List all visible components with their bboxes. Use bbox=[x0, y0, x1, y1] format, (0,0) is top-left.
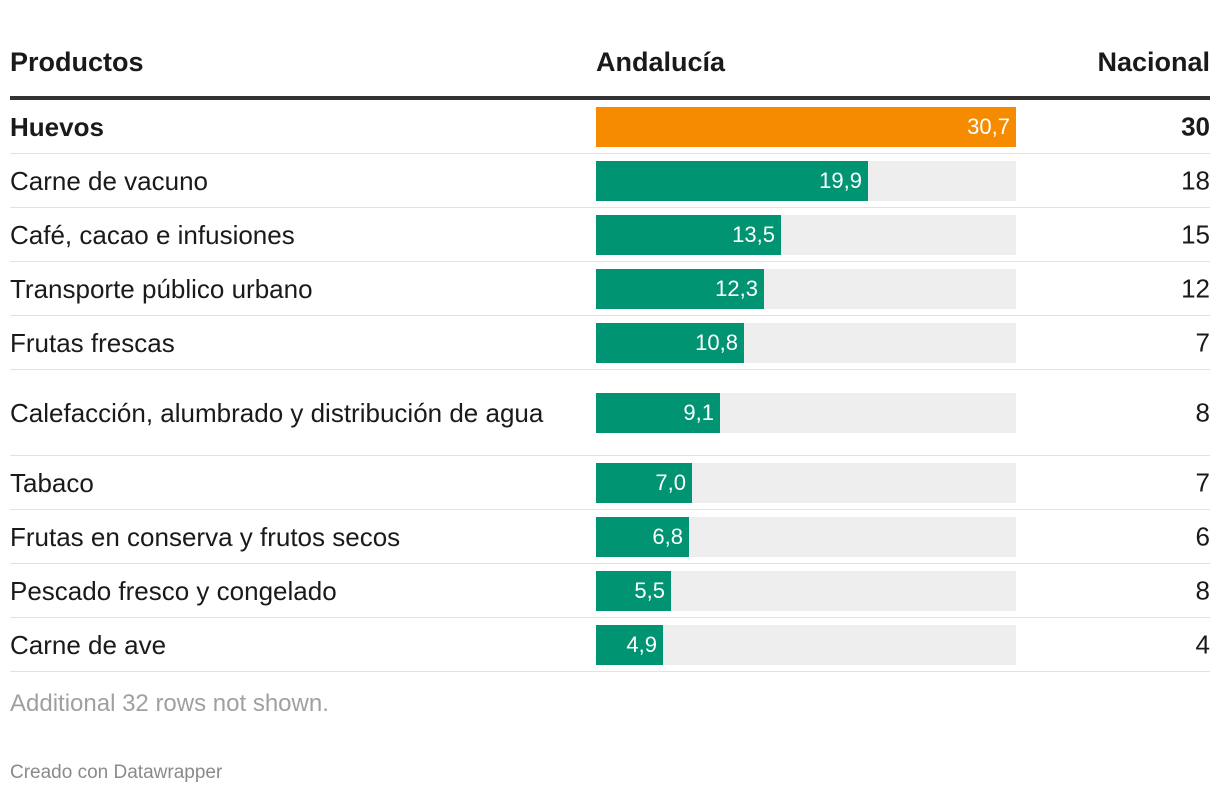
row-producto: Huevos bbox=[10, 111, 104, 142]
row-producto: Transporte público urbano bbox=[10, 273, 313, 304]
bar-track: 5,5 bbox=[596, 570, 1016, 611]
bar-value-label: 10,8 bbox=[695, 329, 738, 355]
bar-track: 6,8 bbox=[596, 516, 1016, 557]
row-producto: Café, cacao e infusiones bbox=[10, 219, 295, 250]
table-row: Transporte público urbano 12,3 12 bbox=[10, 262, 1210, 316]
bar: 7,0 bbox=[596, 462, 692, 503]
row-nacional: 18 bbox=[1181, 165, 1210, 195]
bar-track: 10,8 bbox=[596, 322, 1016, 363]
row-producto: Carne de vacuno bbox=[10, 165, 209, 196]
row-nacional: 15 bbox=[1181, 219, 1210, 249]
row-nacional: 12 bbox=[1181, 273, 1210, 303]
bar-track: 9,1 bbox=[596, 392, 1016, 433]
row-nacional: 8 bbox=[1195, 575, 1210, 605]
bar-track: 7,0 bbox=[596, 462, 1016, 503]
row-nacional: 7 bbox=[1195, 467, 1210, 497]
bar-track: 4,9 bbox=[596, 624, 1016, 665]
row-producto: Tabaco bbox=[10, 467, 94, 498]
bar-track: 30,7 bbox=[596, 106, 1016, 147]
table-row: Frutas frescas 10,8 7 bbox=[10, 316, 1210, 370]
row-nacional: 7 bbox=[1195, 327, 1210, 357]
table-row: Carne de ave 4,9 4 bbox=[10, 618, 1210, 672]
bar-value-label: 5,5 bbox=[634, 577, 665, 603]
bar-track: 12,3 bbox=[596, 268, 1016, 309]
bar-value-label: 13,5 bbox=[732, 221, 775, 247]
row-producto: Frutas frescas bbox=[10, 327, 175, 358]
bar: 6,8 bbox=[596, 516, 689, 557]
table-row: Calefacción, alumbrado y distribución de… bbox=[10, 370, 1210, 456]
bar: 5,5 bbox=[596, 570, 671, 611]
bar: 10,8 bbox=[596, 322, 744, 363]
table-row: Frutas en conserva y frutos secos 6,8 6 bbox=[10, 510, 1210, 564]
rows-not-shown-note: Additional 32 rows not shown. bbox=[10, 690, 329, 717]
row-nacional: 8 bbox=[1195, 397, 1210, 427]
row-producto: Pescado fresco y congelado bbox=[10, 575, 337, 606]
table-row: Pescado fresco y congelado 5,5 8 bbox=[10, 564, 1210, 618]
bar: 9,1 bbox=[596, 392, 720, 433]
datawrapper-credit: Creado con Datawrapper bbox=[10, 762, 223, 783]
bar-value-label: 7,0 bbox=[655, 469, 686, 495]
bar-value-label: 30,7 bbox=[967, 113, 1010, 139]
table-body: Huevos 30,7 30 Carne de vacuno 19,9 18 Café, c… bbox=[10, 100, 1210, 672]
bar-track: 13,5 bbox=[596, 214, 1016, 255]
bar: 12,3 bbox=[596, 268, 764, 309]
bar-value-label: 12,3 bbox=[715, 275, 758, 301]
bar-value-label: 6,8 bbox=[652, 523, 683, 549]
header-nacional[interactable]: Nacional bbox=[1097, 47, 1210, 77]
row-producto: Carne de ave bbox=[10, 629, 167, 660]
table-row: Carne de vacuno 19,9 18 bbox=[10, 154, 1210, 208]
bar: 19,9 bbox=[596, 160, 868, 201]
table-row: Café, cacao e infusiones 13,5 15 bbox=[10, 208, 1210, 262]
bar-track: 19,9 bbox=[596, 160, 1016, 201]
row-producto: Frutas en conserva y frutos secos bbox=[10, 521, 401, 552]
row-producto: Calefacción, alumbrado y distribución de… bbox=[10, 397, 544, 428]
data-table: Productos Andalucía Nacional Huevos 30,7 3… bbox=[10, 38, 1210, 672]
table-row: Tabaco 7,0 7 bbox=[10, 456, 1210, 510]
header-andalucia[interactable]: Andalucía bbox=[596, 47, 726, 77]
bar-value-label: 19,9 bbox=[819, 167, 862, 193]
table-row: Huevos 30,7 30 bbox=[10, 100, 1210, 154]
bar-value-label: 9,1 bbox=[683, 399, 714, 425]
bar: 30,7 bbox=[596, 106, 1016, 147]
row-nacional: 30 bbox=[1181, 111, 1210, 141]
table-header: Productos Andalucía Nacional bbox=[10, 38, 1210, 100]
header-productos[interactable]: Productos bbox=[10, 47, 144, 77]
bar: 13,5 bbox=[596, 214, 781, 255]
row-nacional: 4 bbox=[1195, 629, 1210, 659]
bar: 4,9 bbox=[596, 624, 663, 665]
bar-value-label: 4,9 bbox=[626, 631, 657, 657]
row-nacional: 6 bbox=[1195, 521, 1210, 551]
